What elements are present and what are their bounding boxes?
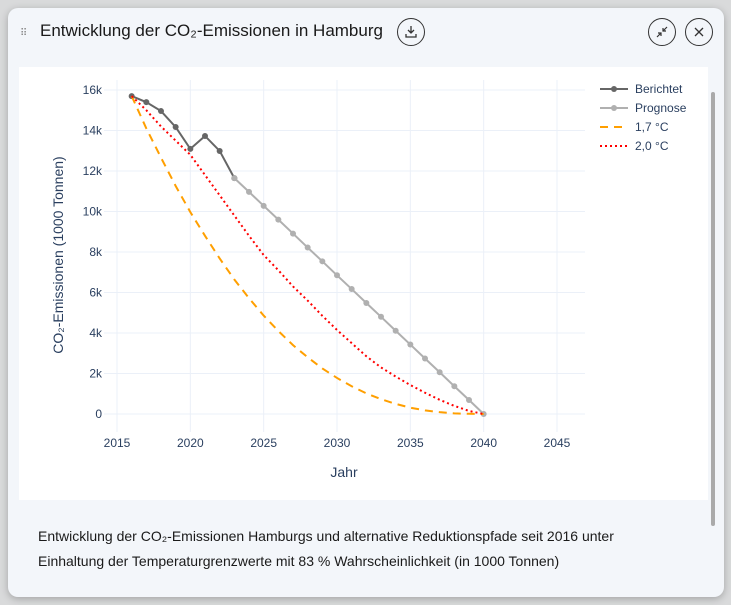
data-point [275,216,282,223]
x-tick-label: 2040 [470,436,497,450]
chart-caption: Entwicklung der CO₂-Emissionen Hamburgs … [38,528,614,569]
data-point [290,230,297,237]
modal-title: Entwicklung der CO₂-Emissionen in Hambur… [40,21,383,40]
series-line-2 [130,95,484,415]
y-tick-label: 0 [95,407,102,421]
x-tick-label: 2025 [250,436,277,450]
minimize-icon [656,26,668,38]
y-tick-label: 6k [89,286,103,300]
download-button[interactable] [397,18,425,46]
chart-modal: ⠿ Entwicklung der CO₂-Emissionen in Hamb… [8,8,724,597]
data-point [422,355,429,362]
legend-marker [611,86,617,92]
data-point [231,175,238,182]
data-point [466,397,473,404]
data-point [319,258,326,265]
data-point [158,108,165,115]
data-point [172,124,179,131]
scrollbar[interactable] [711,92,715,526]
y-tick-label: 16k [83,83,103,97]
x-tick-label: 2030 [324,436,351,450]
x-tick-label: 2015 [104,436,131,450]
data-point [378,313,385,320]
y-tick-label: 12k [83,164,103,178]
data-point [363,300,370,307]
legend-label: Prognose [635,101,687,115]
data-point [187,145,194,152]
minimize-button[interactable] [648,18,676,46]
data-point [246,188,253,195]
data-point [260,202,267,209]
series-line-3 [130,95,484,415]
legend-label: 1,7 °C [635,120,669,134]
data-point [436,369,443,376]
download-icon [405,26,417,38]
y-tick-label: 4k [89,326,103,340]
y-axis-label: CO₂-Emissionen (1000 Tonnen) [50,156,66,353]
data-point [202,132,209,139]
close-icon [694,27,704,37]
data-point [304,244,311,251]
data-point [451,383,458,390]
x-tick-label: 2035 [397,436,424,450]
y-tick-label: 2k [89,367,103,381]
data-point [392,327,399,334]
data-point [143,99,150,106]
data-point [348,286,355,293]
chart-panel [19,67,708,500]
x-axis-label: Jahr [330,464,358,480]
legend-marker [611,105,617,111]
data-point [407,341,414,348]
y-tick-label: 10k [83,205,103,219]
legend-label: Berichtet [635,82,683,96]
legend-label: 2,0 °C [635,139,669,153]
drag-handle-icon[interactable]: ⠿ [20,28,27,39]
y-tick-label: 14k [83,124,103,138]
x-tick-label: 2045 [544,436,571,450]
series-line-1 [233,177,485,415]
series-line-0 [131,95,236,179]
y-tick-label: 8k [89,245,103,259]
data-point [334,272,341,279]
x-tick-label: 2020 [177,436,204,450]
data-point [216,147,223,154]
close-button[interactable] [685,18,713,46]
